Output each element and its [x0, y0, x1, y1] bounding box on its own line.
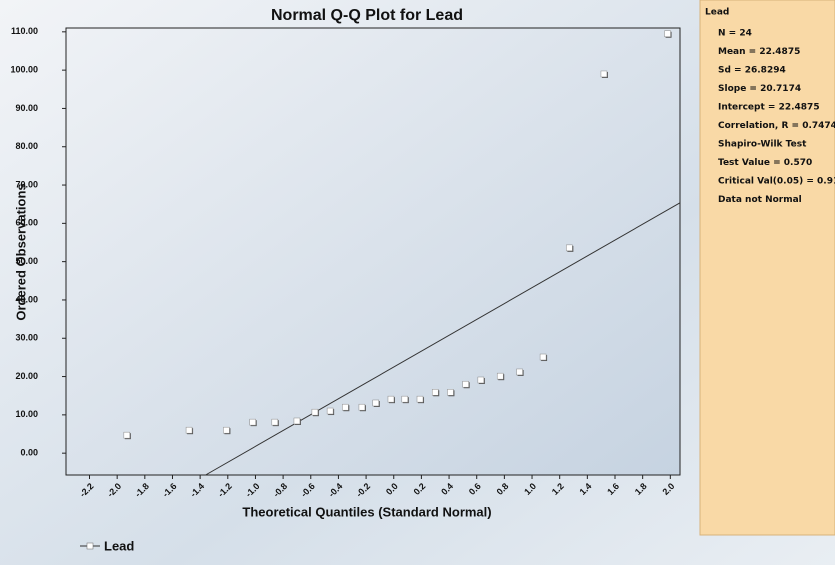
point: [516, 368, 523, 376]
stat-line: Intercept = 22.4875: [718, 103, 820, 113]
point: [326, 407, 334, 415]
point: [539, 353, 547, 361]
point: [342, 403, 349, 411]
point: [664, 30, 671, 37]
stat-line: Correlation, R = 0.7474: [718, 121, 835, 131]
y-tick-label: 70.00: [15, 179, 38, 189]
stats-panel: [699, 0, 835, 536]
point: [566, 244, 573, 252]
legend-label: Lead: [104, 538, 134, 553]
plot-area: [65, 27, 681, 476]
point: [431, 389, 439, 396]
point: [185, 426, 193, 434]
stat-line: Sd = 26.8294: [718, 66, 786, 76]
stat-line: Shapiro-Wilk Test: [718, 140, 807, 150]
stat-line: N = 24: [718, 29, 752, 39]
point: [271, 418, 279, 426]
fit-line: [205, 202, 681, 476]
point: [477, 376, 485, 384]
y-tick-label: 100.00: [10, 65, 38, 75]
point: [496, 372, 504, 380]
point: [462, 380, 469, 388]
y-tick-label: 20.00: [15, 371, 38, 381]
chart-title: Normal Q-Q Plot for Lead: [271, 7, 463, 24]
point: [447, 389, 454, 396]
point: [372, 399, 380, 407]
y-tick-label: 90.00: [15, 103, 38, 113]
y-tick-label: 80.00: [15, 141, 38, 151]
x-axis-title: Theoretical Quantiles (Standard Normal): [242, 504, 491, 519]
y-tick-label: 50.00: [15, 256, 38, 266]
stat-line: Data not Normal: [718, 195, 802, 205]
y-tick-label: 10.00: [15, 409, 38, 419]
point: [293, 417, 301, 425]
point: [416, 395, 424, 403]
y-tick-label: 40.00: [15, 294, 38, 304]
y-tick-label: 30.00: [15, 333, 38, 343]
point: [600, 70, 608, 78]
point: [401, 395, 409, 403]
legend-marker: [86, 542, 94, 550]
point: [249, 418, 256, 426]
y-tick-label: 60.00: [15, 218, 38, 228]
stat-line: Test Value = 0.570: [718, 158, 812, 168]
point: [387, 395, 395, 403]
stat-line: Slope = 20.7174: [718, 84, 801, 94]
point: [123, 431, 131, 439]
y-axis-title: Ordered Observations: [13, 183, 28, 320]
y-tick-label: 0.00: [20, 448, 38, 458]
point: [223, 426, 230, 434]
stat-line: Critical Val(0.05) = 0.916: [718, 177, 835, 187]
stat-line: Mean = 22.4875: [718, 47, 800, 57]
point: [311, 408, 319, 416]
stats-title: Lead: [705, 8, 729, 18]
y-tick-label: 110.00: [11, 26, 38, 36]
point: [358, 403, 366, 411]
